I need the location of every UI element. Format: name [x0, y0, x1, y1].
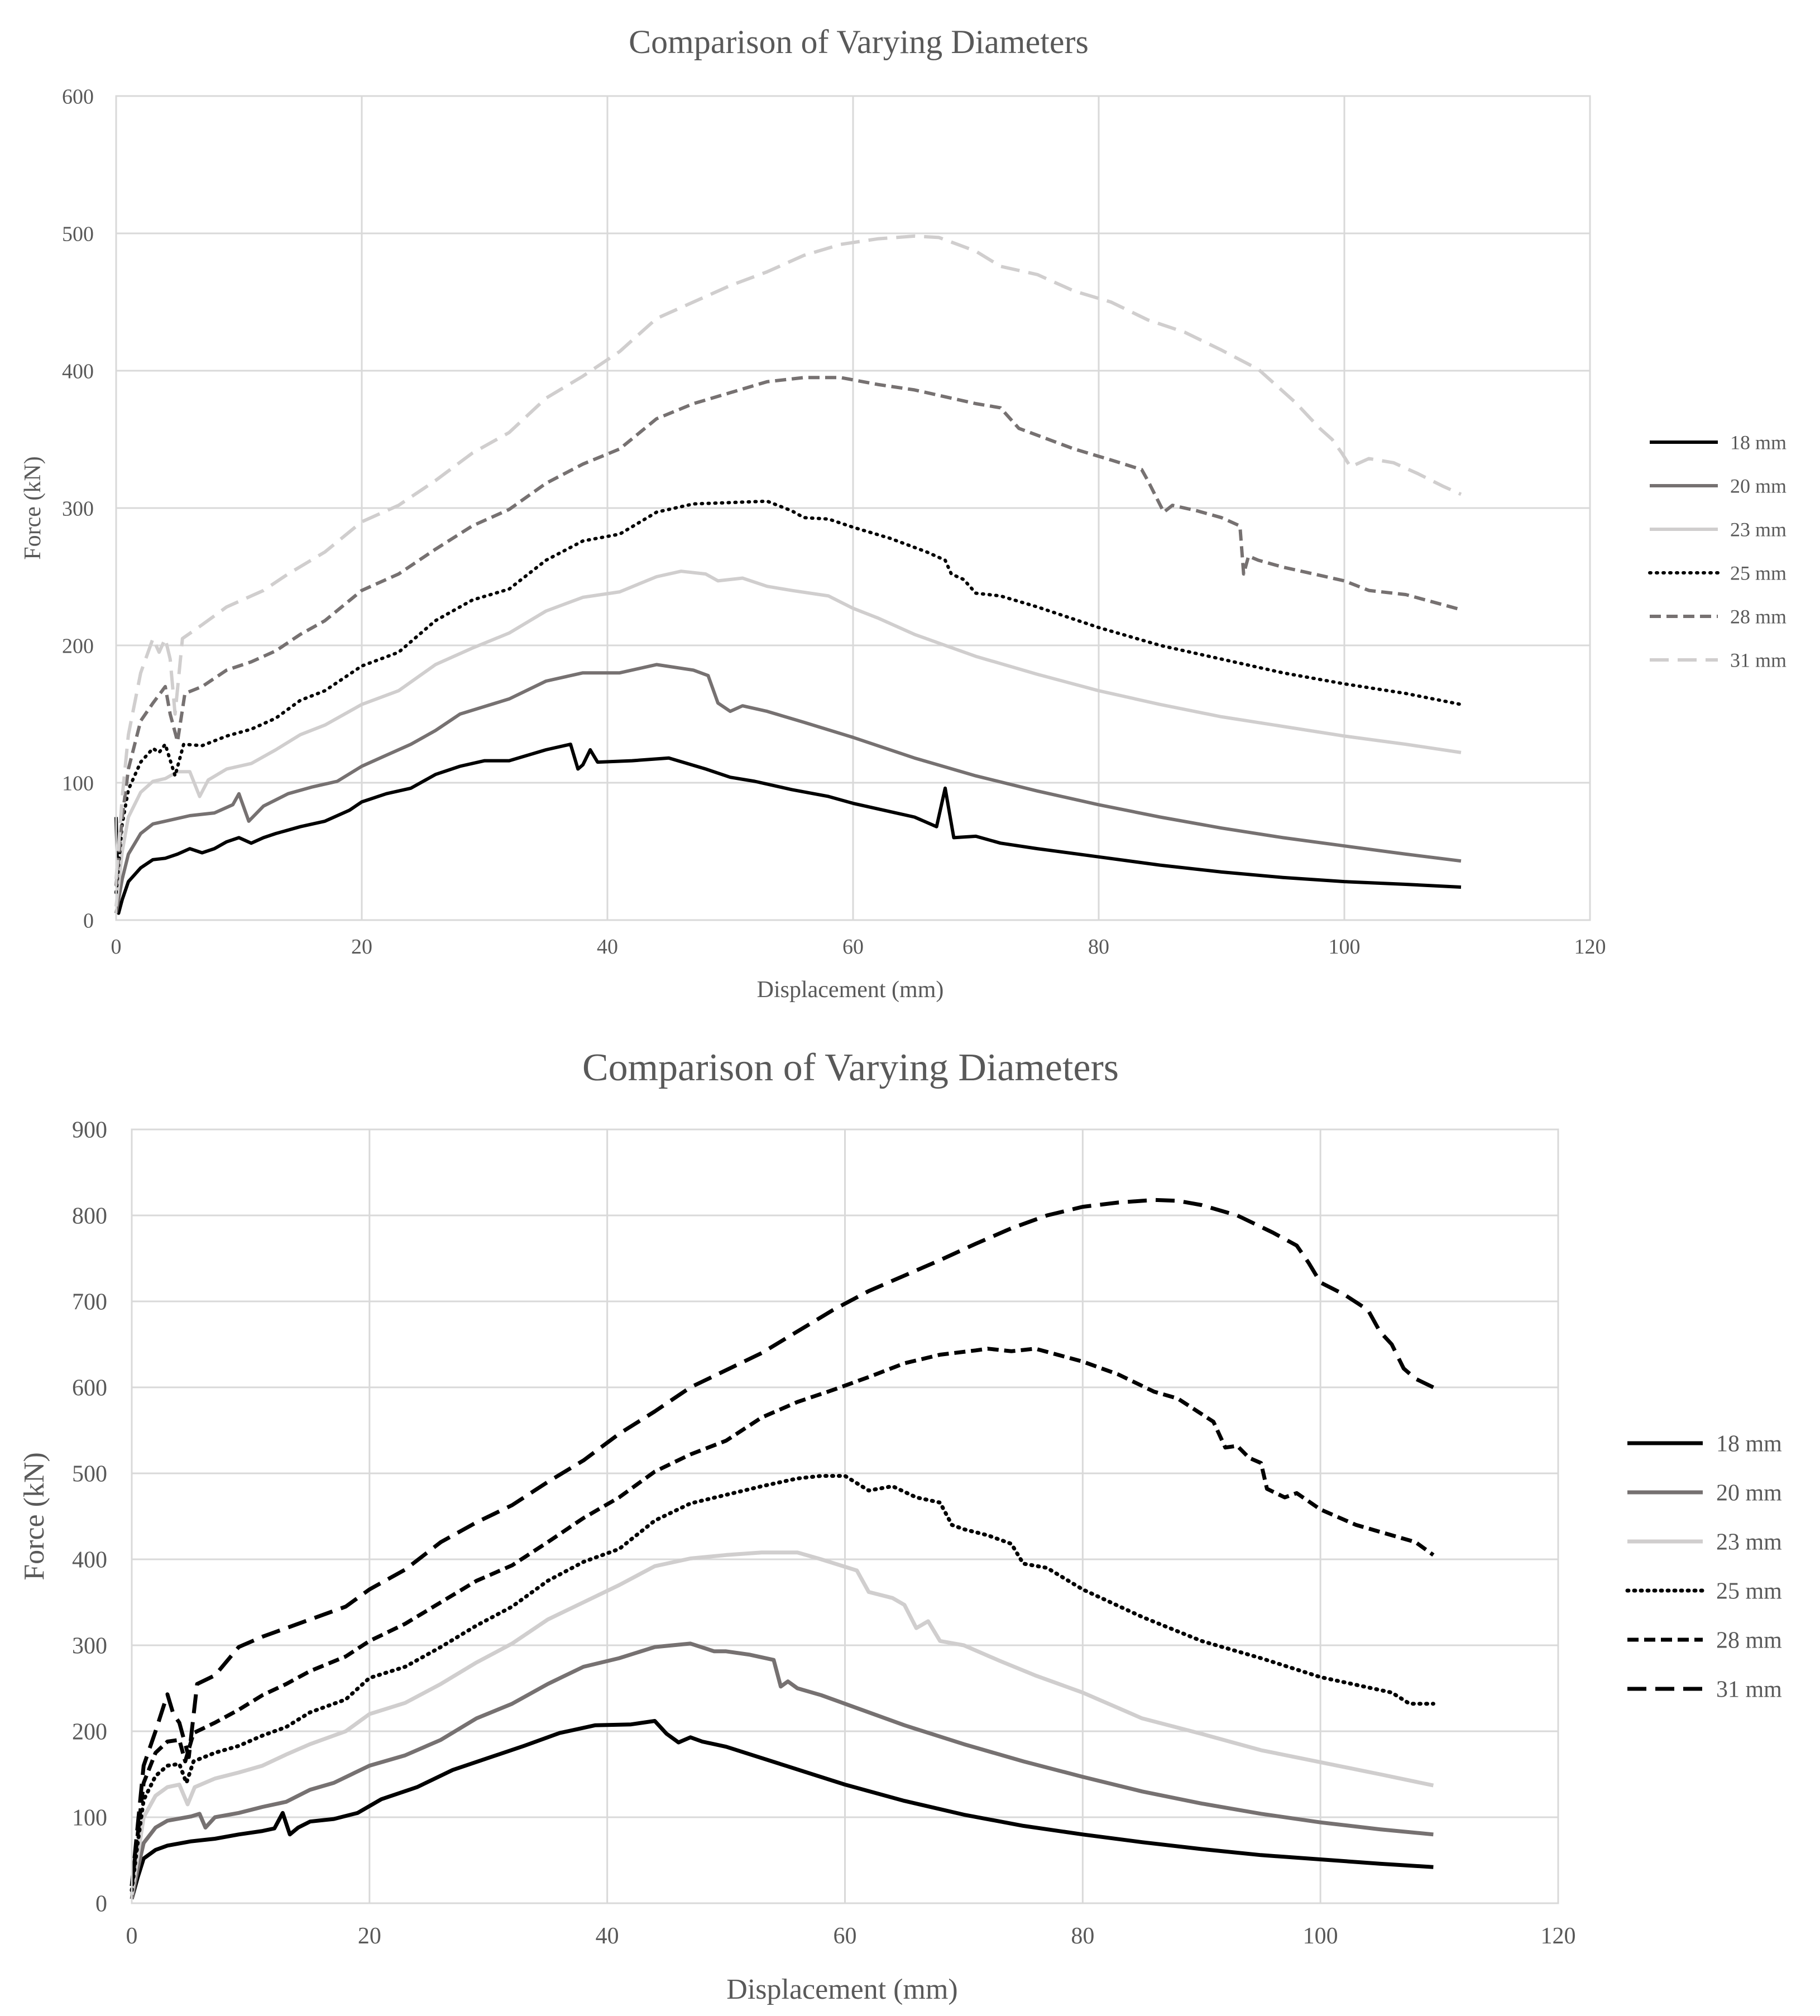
legend-label: 20 mm — [1716, 1481, 1782, 1506]
y-tick-label: 100 — [62, 772, 94, 795]
y-axis-label: Force (kN) — [20, 456, 46, 559]
legend-label: 18 mm — [1730, 432, 1787, 454]
series-line-20-mm — [130, 1641, 1434, 1899]
series-line-28-mm — [130, 1347, 1435, 1886]
x-tick-label: 80 — [1088, 935, 1109, 959]
series-line-31-mm — [130, 1198, 1434, 1886]
y-tick-label: 300 — [62, 497, 94, 520]
x-tick-label: 100 — [1329, 935, 1361, 959]
x-tick-label: 120 — [1574, 935, 1606, 959]
series-line-20-mm — [114, 663, 1462, 914]
series-line-18-mm — [130, 1719, 1434, 1900]
x-tick-label: 100 — [1303, 1923, 1338, 1949]
series-line-25-mm — [114, 499, 1463, 894]
x-axis-label: Displacement (mm) — [757, 977, 944, 1003]
legend-label: 25 mm — [1730, 562, 1787, 585]
series-line-31-mm — [114, 234, 1462, 879]
x-tick-label: 20 — [351, 935, 372, 959]
series-line-28-mm — [114, 376, 1462, 886]
series-line-25-mm — [130, 1474, 1435, 1893]
y-tick-label: 800 — [72, 1204, 107, 1229]
chart-2: Comparison of Varying Diameters 0 20 40 60 80… — [18, 1046, 1782, 2005]
legend-label: 31 mm — [1716, 1677, 1782, 1703]
legend-label: 23 mm — [1716, 1530, 1782, 1555]
x-tick-label: 0 — [111, 935, 122, 959]
chart-title: Comparison of Varying Diameters — [629, 23, 1089, 60]
x-tick-label: 80 — [1071, 1923, 1094, 1949]
series-line-23-mm — [130, 1550, 1434, 1895]
x-tick-label: 40 — [597, 935, 618, 959]
y-tick-label: 700 — [72, 1290, 107, 1315]
y-tick-label: 300 — [72, 1634, 107, 1659]
x-tick-label: 20 — [358, 1923, 381, 1949]
x-tick-label: 60 — [834, 1923, 857, 1949]
legend: 18 mm 20 mm 23 mm 25 mm 28 mm 31 mm — [1625, 1431, 1782, 1703]
y-tick-label: 400 — [62, 360, 94, 383]
chart-title: Comparison of Varying Diameters — [582, 1046, 1119, 1089]
y-tick-label: 600 — [62, 85, 94, 108]
legend-label: 18 mm — [1716, 1431, 1782, 1457]
series-line-18-mm — [114, 743, 1462, 915]
legend-label: 28 mm — [1716, 1628, 1782, 1654]
plot-area — [115, 95, 1591, 921]
y-tick-label: 500 — [72, 1462, 107, 1487]
y-axis-label: Force (kN) — [18, 1452, 50, 1581]
y-tick-label: 200 — [72, 1720, 107, 1745]
legend-label: 25 mm — [1716, 1579, 1782, 1605]
x-tick-label: 60 — [842, 935, 864, 959]
x-axis-label: Displacement (mm) — [726, 1974, 957, 2005]
y-tick-label: 0 — [95, 1892, 107, 1917]
y-tick-label: 200 — [62, 634, 94, 658]
y-tick-label: 0 — [83, 909, 94, 932]
plot-area — [131, 1128, 1559, 1904]
chart-1: Comparison of Varying Diameters 0 20 40 60 80… — [20, 23, 1787, 1003]
y-tick-label: 100 — [72, 1806, 107, 1831]
legend-label: 28 mm — [1730, 606, 1787, 628]
y-tick-label: 400 — [72, 1548, 107, 1573]
legend-label: 20 mm — [1730, 475, 1787, 497]
legend-label: 23 mm — [1730, 519, 1787, 541]
legend: 18 mm 20 mm 23 mm 25 mm 28 mm 31 mm — [1648, 432, 1787, 672]
x-tick-label: 120 — [1541, 1923, 1576, 1949]
x-tick-label: 40 — [596, 1923, 619, 1949]
y-tick-label: 500 — [62, 222, 94, 246]
series-line-23-mm — [114, 569, 1462, 907]
y-tick-label: 600 — [72, 1376, 107, 1401]
x-tick-label: 0 — [126, 1923, 138, 1949]
y-tick-label: 900 — [72, 1118, 107, 1143]
legend-label: 31 mm — [1730, 649, 1787, 672]
